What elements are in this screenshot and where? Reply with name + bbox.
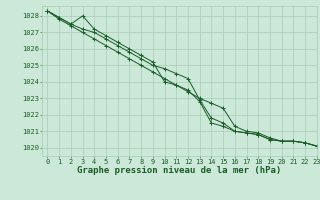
X-axis label: Graphe pression niveau de la mer (hPa): Graphe pression niveau de la mer (hPa) [77,166,281,175]
